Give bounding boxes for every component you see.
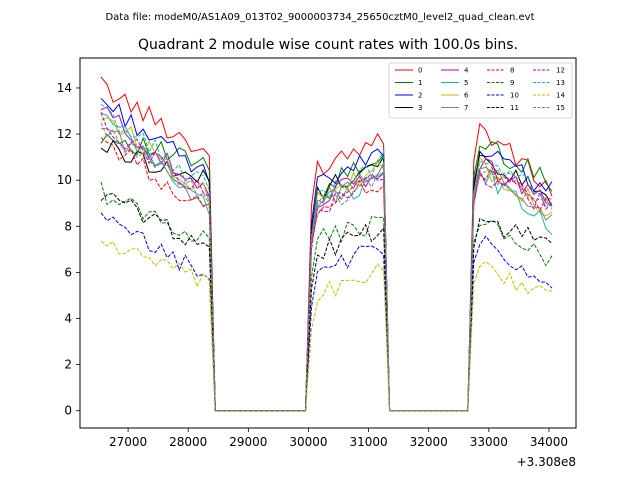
series-line-10: [100, 212, 553, 412]
legend-label-0: 0: [418, 67, 422, 75]
series-line-13: [100, 104, 553, 412]
chart-title: Quadrant 2 module wise count rates with …: [138, 37, 518, 53]
y-tick-label: 10: [57, 173, 72, 187]
x-tick-label: 27000: [109, 435, 147, 449]
legend-label-2: 2: [418, 92, 422, 100]
axes-frame: [79, 57, 577, 429]
series-line-12: [100, 112, 553, 412]
legend-label-3: 3: [418, 104, 422, 112]
series-line-14: [100, 240, 553, 412]
y-tick-label: 12: [57, 127, 72, 141]
legend-frame: [388, 62, 573, 119]
series-line-7: [100, 127, 553, 412]
x-tick-label: 28000: [169, 435, 207, 449]
figure-suptitle: Data file: modeM0/AS1A09_013T02_90000037…: [105, 12, 534, 23]
x-offset-label: +3.308e8: [517, 455, 576, 469]
x-tick-label: 34000: [530, 435, 568, 449]
series-line-1: [100, 133, 553, 412]
y-tick-label: 0: [64, 404, 72, 418]
series-line-11: [100, 192, 553, 412]
legend-label-13: 13: [556, 79, 565, 87]
x-tick-label: 32000: [410, 435, 448, 449]
legend-label-7: 7: [464, 104, 468, 112]
legend-label-11: 11: [510, 104, 519, 112]
x-tick-label: 29000: [229, 435, 267, 449]
series-line-0: [100, 76, 553, 412]
legend-label-14: 14: [556, 92, 565, 100]
y-tick-label: 4: [64, 311, 72, 325]
x-axis: 27000 28000 29000 30000 31000 32000 33000 34000: [109, 428, 568, 449]
y-tick-label: 8: [64, 219, 72, 233]
y-tick-label: 14: [57, 81, 72, 95]
y-axis: 0 2 4 6 8 10 12 14: [57, 81, 80, 418]
plot-area: 27000 28000 29000 30000 31000 32000 33000 34000…: [57, 57, 577, 469]
series-line-9: [100, 181, 553, 412]
legend-label-1: 1: [418, 79, 422, 87]
legend-label-8: 8: [510, 67, 514, 75]
x-tick-label: 31000: [349, 435, 387, 449]
y-tick-label: 6: [64, 265, 72, 279]
series-layer: [100, 76, 553, 412]
legend-label-5: 5: [464, 79, 468, 87]
legend-label-12: 12: [556, 67, 565, 75]
legend-label-15: 15: [556, 104, 565, 112]
legend-label-10: 10: [510, 92, 519, 100]
x-tick-label: 33000: [470, 435, 508, 449]
y-tick-label: 2: [64, 358, 72, 372]
legend-label-9: 9: [510, 79, 514, 87]
x-tick-label: 30000: [289, 435, 327, 449]
legend-label-6: 6: [464, 92, 469, 100]
legend-label-4: 4: [464, 67, 469, 75]
